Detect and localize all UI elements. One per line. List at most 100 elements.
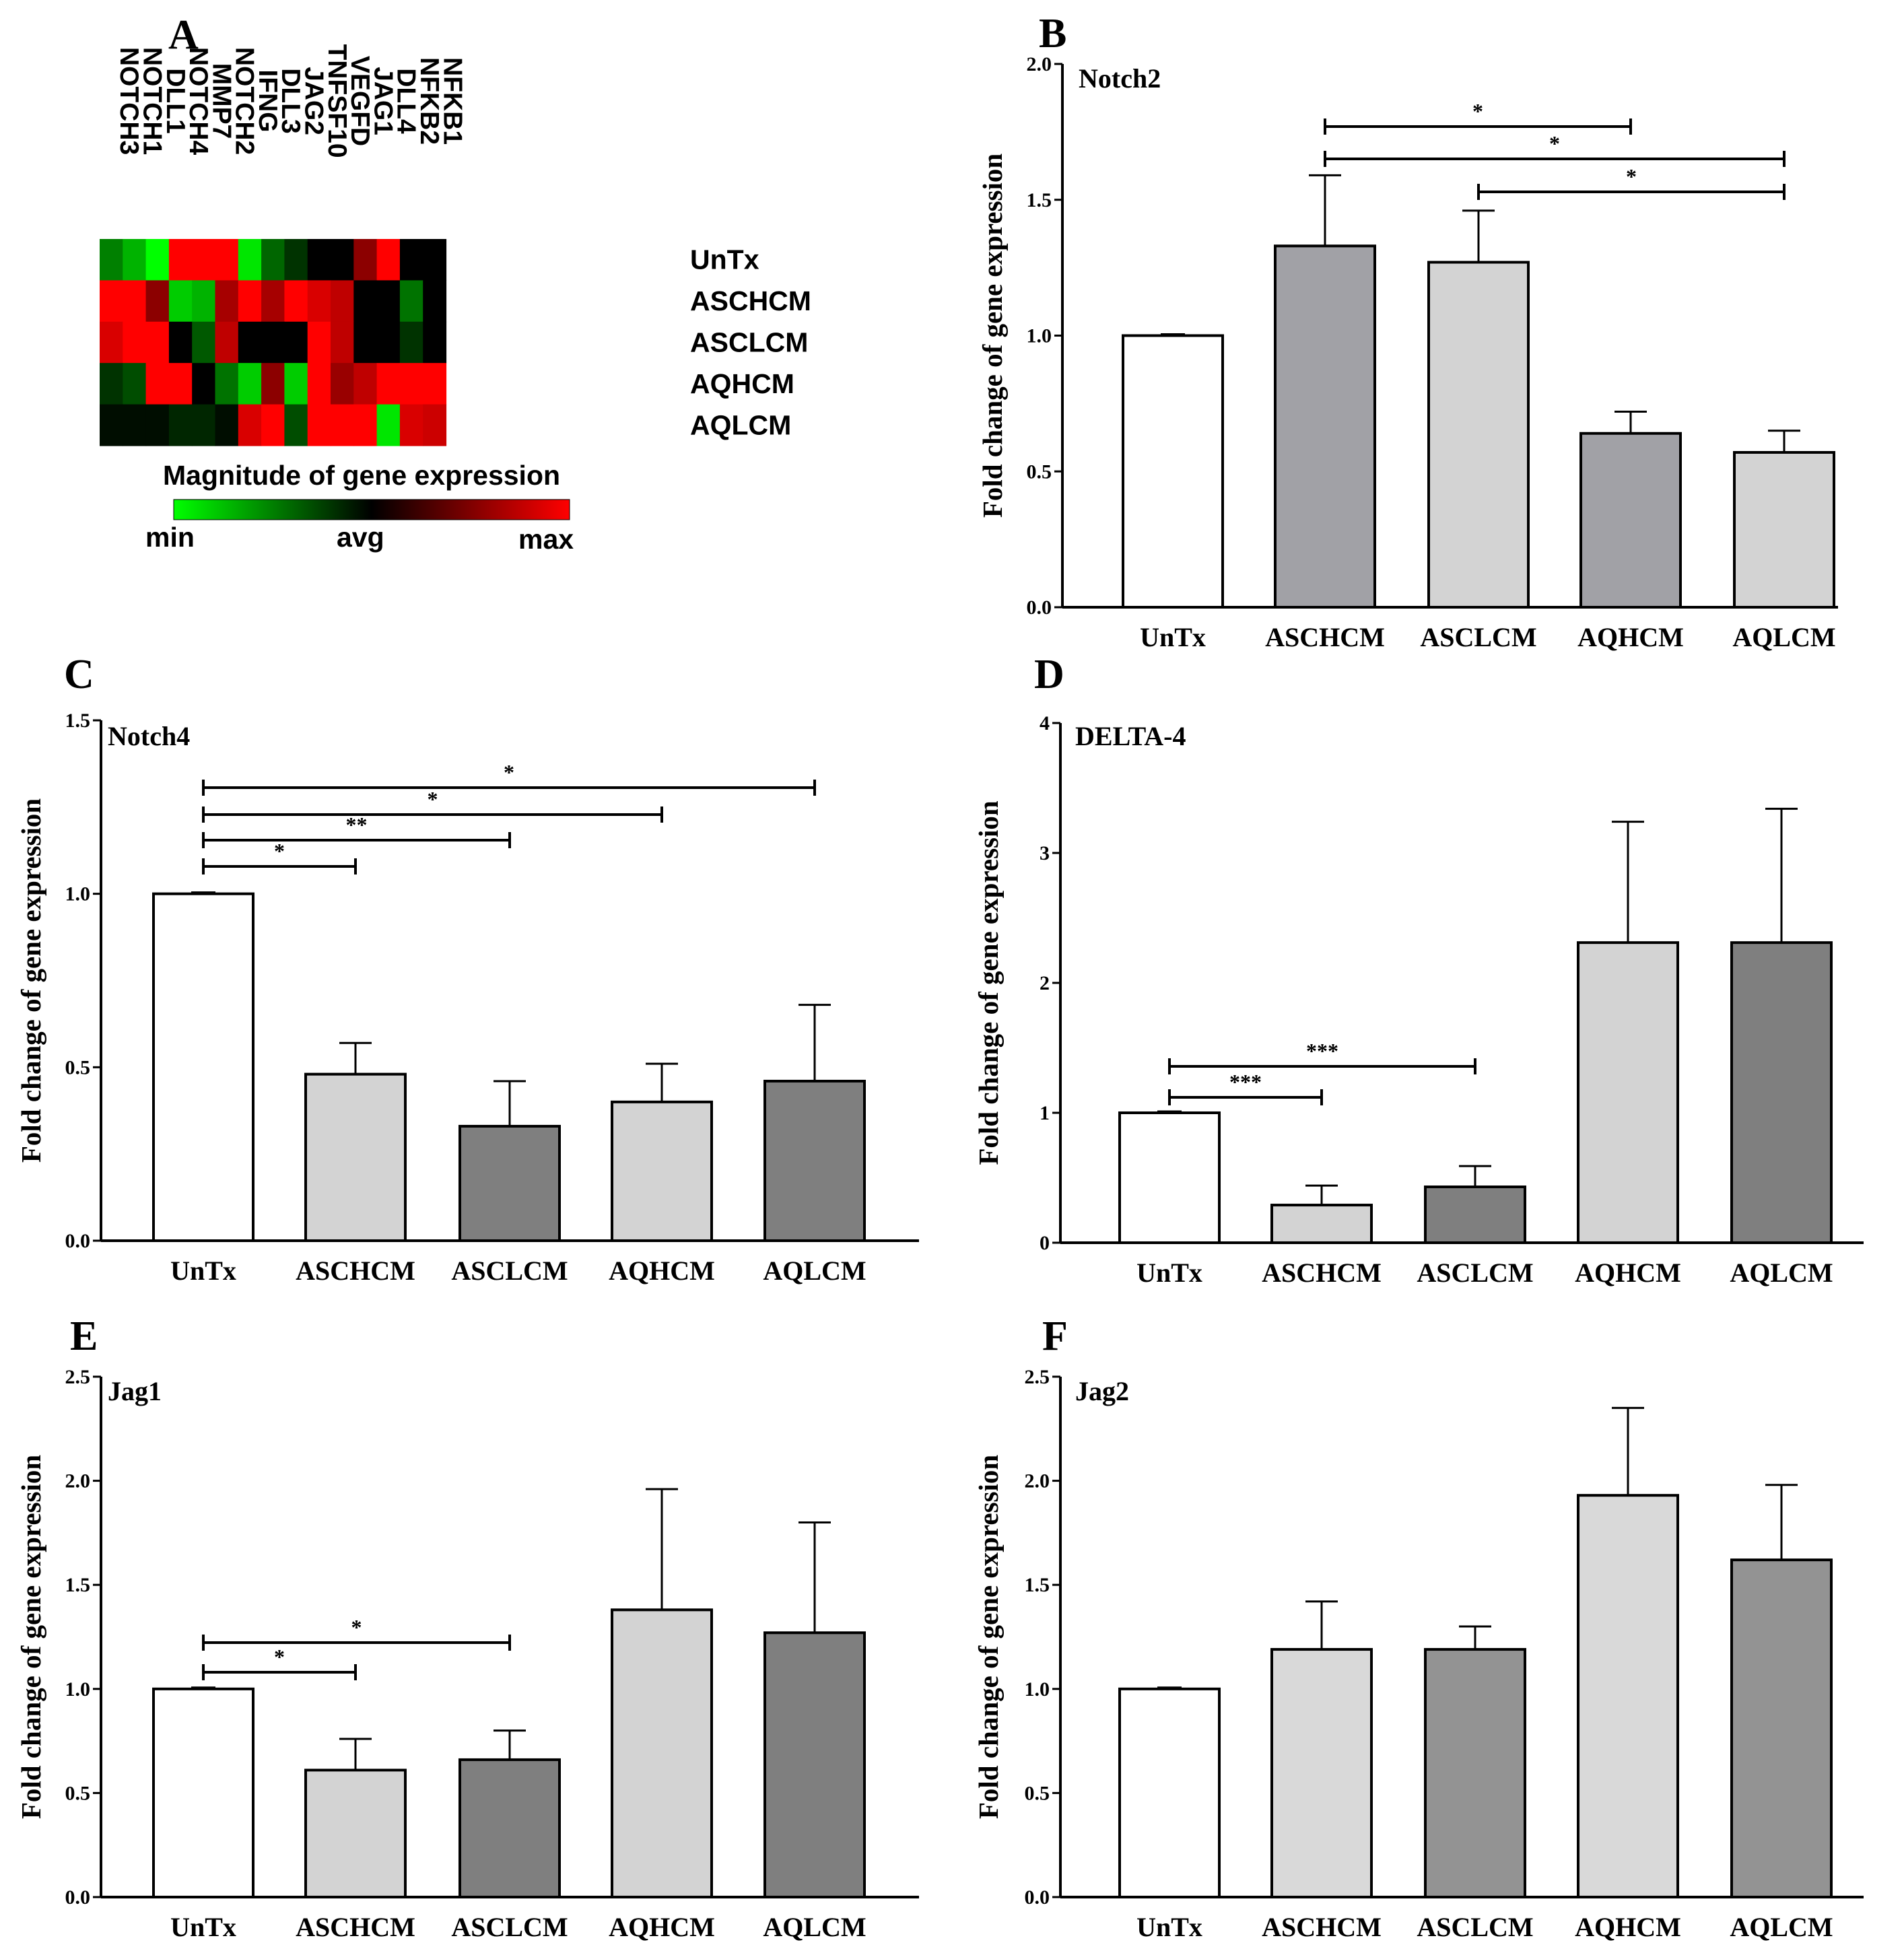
significance-label: * (504, 760, 514, 784)
heatmap-cell (261, 404, 285, 446)
x-tick-label: AQLCM (1732, 622, 1835, 652)
y-tick-label: 4 (1040, 712, 1050, 734)
heatmap-cell (399, 321, 423, 364)
heatmap-legend-min: min (145, 522, 195, 553)
heatmap-cell (331, 404, 354, 446)
y-tick-label: 1.0 (65, 1678, 91, 1701)
heatmap-cell (192, 363, 216, 405)
heatmap-cell (307, 321, 331, 364)
significance-label: ** (346, 813, 368, 837)
x-tick-label: AQHCM (609, 1912, 715, 1942)
bar (1118, 1111, 1221, 1244)
bar (763, 1631, 866, 1898)
heatmap-cell (261, 363, 285, 405)
x-tick-label: AQHCM (1575, 1912, 1681, 1942)
y-tick-label: 1.0 (1025, 1678, 1050, 1701)
heatmap-cell (123, 239, 147, 281)
y-axis-label: Fold change of gene expression (977, 153, 1008, 518)
heatmap-column-label: NOTCH3 (114, 47, 143, 155)
heatmap-row-label: UnTx (690, 244, 759, 275)
heatmap-cell (331, 239, 354, 281)
x-tick-label: AQLCM (1730, 1258, 1833, 1288)
y-axis-label: Fold change of gene expression (973, 800, 1004, 1165)
y-tick-label: 0.0 (65, 1886, 91, 1909)
heatmap-cell (261, 239, 285, 281)
significance-label: * (351, 1615, 362, 1639)
y-tick-label: 2.0 (1027, 53, 1052, 75)
x-tick-label: ASCHCM (296, 1256, 415, 1286)
heatmap-cell (168, 363, 193, 405)
heatmap-column-label: VEGFD (345, 56, 374, 146)
y-tick-label: 1.5 (1027, 189, 1052, 211)
heatmap-cell (192, 239, 216, 281)
heatmap-cell (145, 321, 170, 364)
heatmap-cell (238, 239, 262, 281)
x-tick-label: AQHCM (1577, 622, 1684, 652)
chart-panel-c: C Notch4 Fold change of gene expression 0.… (15, 652, 919, 1286)
heatmap-cell (284, 363, 308, 405)
heatmap-cell (145, 363, 170, 405)
bar (458, 1124, 561, 1242)
significance-label: * (1549, 131, 1560, 156)
bar (304, 1769, 407, 1898)
heatmap-row-labels: UnTx ASCHCM ASCLCM AQHCM AQLCM (690, 244, 811, 441)
heatmap-cell (284, 280, 308, 322)
significance-label: * (1472, 99, 1483, 123)
heatmap-column-label: JAG2 (300, 67, 329, 135)
heatmap-column-label: DLL1 (161, 68, 190, 134)
panel-letter-f: F (1042, 1313, 1068, 1359)
heatmap-cell (307, 363, 331, 405)
heatmap-cell (399, 239, 423, 281)
heatmap-cell (353, 280, 378, 322)
x-tick-label: UnTx (1140, 622, 1206, 652)
x-tick-label: UnTx (170, 1256, 236, 1286)
heatmap-cell (192, 280, 216, 322)
y-tick-label: 1.0 (1027, 325, 1052, 347)
chart-title: Notch4 (108, 721, 190, 751)
heatmap-column-label: TNFSF10 (322, 44, 351, 158)
y-tick-label: 3 (1040, 842, 1050, 864)
x-tick-label: ASCHCM (1262, 1912, 1382, 1942)
heatmap-cell (123, 280, 147, 322)
bar (763, 1079, 866, 1242)
heatmap-cell (145, 280, 170, 322)
bar (611, 1608, 713, 1898)
chart-panel-e: E Jag1 Fold change of gene expression 0.0 0… (15, 1313, 919, 1942)
heatmap-cell (376, 239, 401, 281)
heatmap-cell (215, 280, 239, 322)
bar (1274, 244, 1376, 609)
heatmap-cell (423, 321, 447, 364)
x-tick-label: ASCLCM (1417, 1258, 1533, 1288)
x-tick-label: UnTx (170, 1912, 236, 1942)
heatmap-cell (376, 280, 401, 322)
heatmap-cell (331, 280, 354, 322)
heatmap-cell (123, 363, 147, 405)
heatmap-column-label: DLL3 (276, 68, 305, 134)
chart-title: Notch2 (1079, 63, 1161, 94)
heatmap-row-label: ASCHCM (690, 285, 811, 316)
bar (611, 1100, 713, 1243)
y-axis-label: Fold change of gene expression (15, 1455, 46, 1820)
heatmap-cell (238, 363, 262, 405)
heatmap-cell (215, 321, 239, 364)
y-tick-label: 1.5 (65, 1574, 91, 1596)
bar (1427, 261, 1530, 609)
bar (1270, 1204, 1373, 1245)
heatmap-column-label: NOTCH4 (184, 47, 213, 156)
heatmap-cell (123, 404, 147, 446)
y-tick-label: 0.5 (65, 1782, 91, 1804)
heatmap-cell (423, 363, 447, 405)
heatmap-cell (284, 321, 308, 364)
bar (1577, 941, 1679, 1245)
heatmap-cell (215, 239, 239, 281)
x-tick-label: ASCHCM (296, 1912, 415, 1942)
y-axis-label: Fold change of gene expression (15, 798, 46, 1163)
heatmap-cell (353, 239, 378, 281)
heatmap-cell (100, 404, 123, 446)
y-tick-label: 1 (1040, 1102, 1050, 1124)
y-tick-label: 0.0 (1025, 1886, 1050, 1909)
x-tick-label: AQLCM (1730, 1912, 1833, 1942)
bar (152, 1687, 254, 1899)
bar (1730, 1558, 1833, 1898)
heatmap-cell (307, 239, 331, 281)
